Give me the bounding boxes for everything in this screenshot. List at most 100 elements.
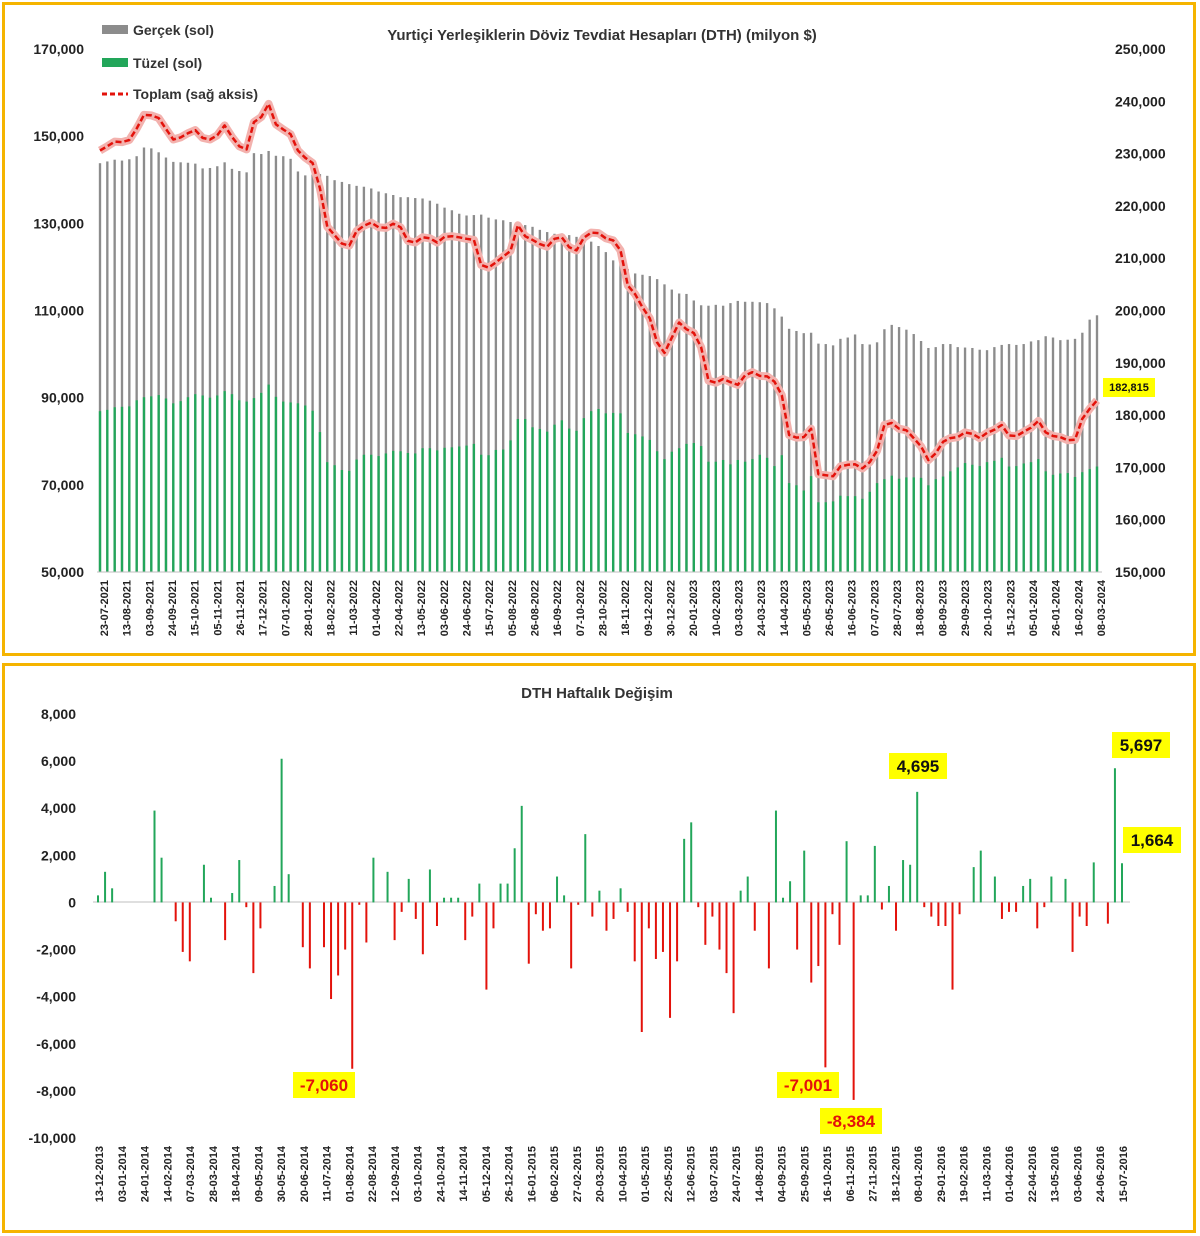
- tuzel-bar: [751, 459, 754, 572]
- bottom-chart-panel: DTH Haftalık Değişim -10,000 -8,000 -6,000…: [2, 663, 1196, 1233]
- weekly-x-tick: 18-04-2014: [231, 1145, 243, 1202]
- weekly-bar: [598, 890, 601, 903]
- right-y-tick: 200,000: [1115, 303, 1166, 319]
- callout-3: -8,384: [820, 1108, 882, 1134]
- top-x-tick: 26-05-2023: [824, 580, 836, 636]
- gercek-bar: [223, 162, 226, 573]
- weekly-x-tick: 20-06-2014: [299, 1145, 311, 1202]
- tuzel-bar: [641, 436, 644, 572]
- weekly-bar: [337, 902, 340, 976]
- top-x-tick: 05-01-2024: [1028, 579, 1040, 636]
- weekly-x-tick: 11-03-2016: [982, 1146, 994, 1202]
- gercek-bar: [941, 344, 945, 572]
- weekly-x-tick: 01-08-2014: [344, 1145, 356, 1202]
- top-x-tick: 26-08-2022: [530, 580, 542, 636]
- gercek-bar: [443, 207, 446, 573]
- tuzel-bar: [157, 395, 160, 572]
- gercek-bar: [1088, 319, 1091, 572]
- weekly-bar: [541, 902, 544, 931]
- callout-2: -7,001: [777, 1072, 839, 1098]
- weekly-bar: [1106, 902, 1109, 924]
- tuzel-bar: [897, 478, 901, 572]
- tuzel-bar: [472, 443, 476, 572]
- gercek-bar: [480, 214, 483, 572]
- gercek-bar: [340, 181, 344, 572]
- gercek-bar: [135, 156, 138, 572]
- weekly-y-tick: 2,000: [41, 847, 76, 863]
- gercek-bar: [538, 229, 542, 572]
- top-x-tick: 28-07-2023: [892, 580, 904, 636]
- weekly-bar: [478, 883, 481, 903]
- tuzel-bar: [348, 470, 351, 572]
- tuzel-bar: [941, 476, 945, 572]
- tuzel-bar: [589, 411, 593, 572]
- weekly-bar: [661, 902, 664, 952]
- weekly-bar: [443, 897, 446, 903]
- gercek-bar: [1059, 340, 1062, 572]
- left-y-tick: 110,000: [34, 303, 84, 319]
- tuzel-bar: [817, 502, 820, 572]
- top-x-tick: 17-12-2021: [258, 580, 270, 636]
- gercek-bar: [795, 330, 798, 572]
- weekly-bar: [937, 902, 940, 926]
- gercek-bar: [714, 304, 717, 572]
- tuzel-bar: [839, 495, 842, 572]
- tuzel-bar: [106, 409, 109, 572]
- weekly-x-tick: 22-04-2016: [1027, 1146, 1039, 1202]
- tuzel-bar: [927, 485, 930, 572]
- weekly-bar: [238, 860, 241, 903]
- gercek-bar: [949, 344, 952, 572]
- toplam-line: [99, 102, 1098, 478]
- tuzel-bar: [421, 448, 424, 572]
- weekly-x-tick: 15-07-2016: [1118, 1146, 1130, 1202]
- top-x-tick: 09-12-2022: [643, 580, 655, 636]
- top-x-tick: 26-01-2024: [1051, 579, 1063, 636]
- gercek-bar: [626, 269, 629, 572]
- tuzel-bar: [113, 407, 116, 572]
- weekly-y-tick: 0: [68, 894, 76, 910]
- tuzel-bar: [560, 420, 564, 572]
- weekly-bar: [534, 902, 537, 915]
- gercek-bar: [736, 300, 739, 572]
- weekly-bar: [1071, 902, 1074, 952]
- weekly-x-tick: 30-05-2014: [276, 1145, 288, 1202]
- tuzel-bar: [663, 459, 666, 572]
- gercek-bar: [729, 303, 732, 572]
- chart-title: Yurtiçi Yerleşiklerin Döviz Tevdiat Hesa…: [387, 27, 817, 44]
- gercek-bar: [472, 215, 476, 573]
- gercek-bar: [1022, 344, 1025, 572]
- gercek-bar: [934, 347, 937, 572]
- weekly-bar: [796, 902, 799, 950]
- top-x-tick: 13-05-2022: [416, 580, 428, 636]
- weekly-bar: [506, 883, 509, 903]
- weekly-x-tick: 22-05-2015: [663, 1146, 675, 1202]
- tuzel-bar: [575, 430, 578, 572]
- weekly-bar: [697, 902, 700, 908]
- top-x-tick: 23-07-2021: [99, 580, 111, 636]
- right-y-tick: 220,000: [1115, 198, 1166, 214]
- gercek-bar: [274, 155, 278, 572]
- tuzel-bar: [1022, 463, 1025, 572]
- weekly-bar: [224, 902, 227, 941]
- weekly-y-tick: 4,000: [41, 800, 76, 816]
- gercek-bar: [897, 327, 901, 572]
- gercek-bar: [604, 252, 608, 572]
- gercek-bar: [780, 316, 783, 572]
- legend-toplam-label: Toplam (sağ aksis): [133, 86, 258, 102]
- weekly-bar: [400, 902, 403, 912]
- top-x-tick: 16-06-2023: [847, 580, 859, 636]
- weekly-bar: [97, 895, 99, 903]
- weekly-bar: [838, 902, 841, 945]
- gercek-bar: [98, 163, 102, 572]
- top-x-tick: 14-04-2023: [779, 580, 791, 636]
- weekly-bar: [690, 822, 693, 903]
- weekly-bar: [669, 902, 672, 1018]
- gercek-bar: [575, 236, 578, 572]
- weekly-bar: [979, 850, 982, 903]
- weekly-x-tick: 06-02-2015: [549, 1146, 561, 1202]
- weekly-bar: [782, 897, 785, 903]
- weekly-y-tick: 8,000: [41, 706, 76, 722]
- gercek-bar: [304, 175, 307, 572]
- weekly-bar: [1015, 902, 1018, 912]
- tuzel-bar: [223, 391, 226, 572]
